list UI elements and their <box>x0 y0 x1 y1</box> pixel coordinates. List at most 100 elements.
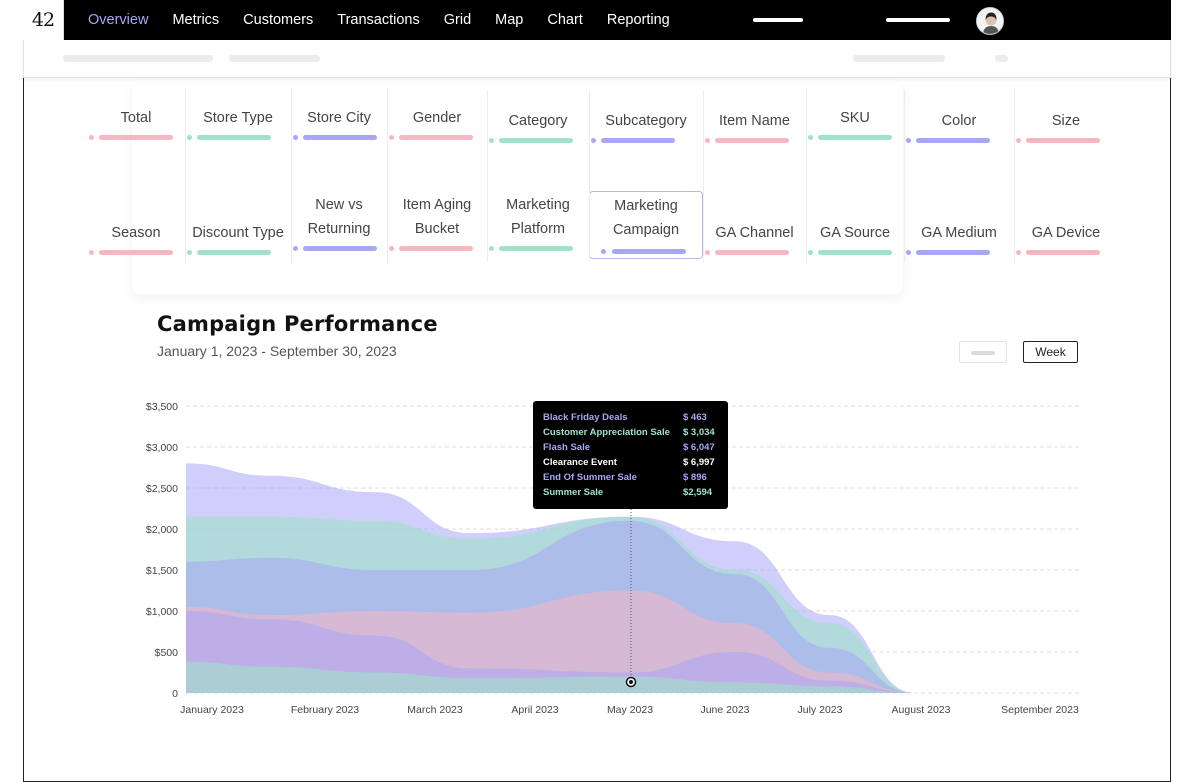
dimension-color-bar <box>197 135 271 140</box>
tooltip-row: Clearance Event $ 6,997 <box>543 455 728 470</box>
tooltip-row: Flash Sale $ 6,047 <box>543 440 728 455</box>
tooltip-series-value: $ 463 <box>683 412 707 423</box>
dimension-color-dot <box>906 138 911 143</box>
logo-text: 42 <box>31 9 55 31</box>
dimension-sku[interactable]: SKU <box>806 104 904 148</box>
dimension-label: Store City <box>307 110 371 126</box>
subheader-placeholder-3 <box>853 55 945 62</box>
tooltip-series-value: $ 3,034 <box>683 427 715 438</box>
nav-item-map[interactable]: Map <box>495 12 524 28</box>
dimension-total[interactable]: Total <box>87 104 185 148</box>
dimension-color-dot <box>489 138 494 143</box>
y-tick-label: $3,500 <box>146 401 178 413</box>
dimension-color-bar <box>1026 250 1100 255</box>
dimension-color-dot <box>187 250 192 255</box>
dimension-color-bar <box>99 250 173 255</box>
y-tick-label: 0 <box>172 688 178 700</box>
hover-marker-inner <box>629 680 633 684</box>
dimension-color-dot <box>808 250 813 255</box>
dimension-ga-channel[interactable]: GA Channel <box>703 218 806 263</box>
tooltip-series-name: Flash Sale <box>543 442 590 453</box>
dimension-gender[interactable]: Gender <box>387 104 487 148</box>
nav-item-grid[interactable]: Grid <box>443 12 472 28</box>
nav-item-overview[interactable]: Overview <box>88 12 149 28</box>
dimension-size[interactable]: Size <box>1014 107 1118 151</box>
nav-item-customers[interactable]: Customers <box>243 12 314 28</box>
dimension-marketing-campaign[interactable]: Marketing Campaign <box>589 191 703 259</box>
dimension-color-dot <box>89 135 94 140</box>
y-tick-label: $3,000 <box>146 442 178 454</box>
area-series-6 <box>186 661 1082 693</box>
dimension-color-bar <box>916 250 990 255</box>
tooltip-series-name: Customer Appreciation Sale <box>543 427 670 438</box>
dimension-ga-medium[interactable]: GA Medium <box>904 220 1014 263</box>
dimension-label: Marketing Platform <box>506 197 570 237</box>
nav-item-chart[interactable]: Chart <box>547 12 583 28</box>
dimension-marketing-platform[interactable]: Marketing Platform <box>487 191 589 259</box>
dimension-separator <box>185 90 186 262</box>
dimension-separator <box>487 90 488 262</box>
nav-item-reporting[interactable]: Reporting <box>606 12 670 28</box>
dimension-panel <box>132 84 903 294</box>
dimension-label: Marketing Campaign <box>612 198 680 238</box>
avatar-portrait-icon <box>977 8 1003 34</box>
dimension-separator <box>1014 90 1015 262</box>
x-tick-label: September 2023 <box>1001 704 1079 716</box>
dimension-label: Color <box>941 113 977 129</box>
chart-tooltip: Black Friday Deals $ 463 Customer Apprecia… <box>533 401 728 509</box>
dimension-label: Gender <box>412 110 462 126</box>
dimension-label: GA Source <box>819 225 891 241</box>
dimension-season[interactable]: Season <box>87 209 185 263</box>
tooltip-series-name: Clearance Event <box>543 457 617 468</box>
dimension-separator <box>589 90 590 262</box>
tooltip-series-value: $ 6,997 <box>683 457 715 468</box>
nav-item-transactions[interactable]: Transactions <box>337 12 420 28</box>
user-avatar[interactable] <box>976 7 1004 35</box>
chart-title: Campaign Performance <box>157 312 438 336</box>
dimension-store-city[interactable]: Store City <box>291 104 387 148</box>
dimension-label: New vs Returning <box>307 197 371 237</box>
dimension-item-name[interactable]: Item Name <box>703 107 806 151</box>
period-option-button[interactable] <box>959 341 1007 363</box>
dimension-new-vs-returning[interactable]: New vs Returning <box>291 191 387 259</box>
dimension-color-dot <box>705 138 710 143</box>
dimension-color-dot <box>293 246 298 251</box>
dimension-label: Category <box>508 113 568 129</box>
tooltip-series-value: $ 896 <box>683 472 707 483</box>
dimension-color-bar <box>197 250 271 255</box>
period-option-placeholder <box>971 351 995 355</box>
x-tick-label: February 2023 <box>291 704 359 716</box>
nav-placeholder-1 <box>753 18 803 22</box>
tooltip-row: Summer Sale $2,594 <box>543 485 728 500</box>
dimension-category[interactable]: Category <box>487 107 589 151</box>
dimension-label: GA Medium <box>921 225 997 241</box>
dimension-label: Total <box>120 110 152 126</box>
dimension-label: Item Aging Bucket <box>402 197 472 237</box>
area-series-5 <box>186 611 1082 693</box>
tooltip-series-name: Summer Sale <box>543 487 604 498</box>
nav-item-metrics[interactable]: Metrics <box>172 12 220 28</box>
y-tick-label: $2,500 <box>146 483 178 495</box>
dimension-label: GA Channel <box>715 225 794 241</box>
dimension-color-dot <box>1016 250 1021 255</box>
sub-header <box>23 40 1171 78</box>
dimension-label: Item Name <box>719 113 790 129</box>
dimension-color-dot <box>591 138 596 143</box>
dimension-ga-device[interactable]: GA Device <box>1014 220 1118 263</box>
week-button[interactable]: Week <box>1023 341 1078 363</box>
dimension-color-bar <box>612 249 686 254</box>
dimension-color-bar <box>303 135 377 140</box>
logo[interactable]: 42 <box>23 0 64 40</box>
dimension-item-aging-bucket[interactable]: Item Aging Bucket <box>387 191 487 259</box>
dimension-store-type[interactable]: Store Type <box>185 104 291 148</box>
y-tick-label: $1,000 <box>146 606 178 618</box>
nav-items: Overview Metrics Customers Transactions Grid… <box>88 0 694 40</box>
dimension-ga-source[interactable]: GA Source <box>806 218 904 263</box>
dimension-color-dot <box>389 135 394 140</box>
dimension-discount-type[interactable]: Discount Type <box>185 209 291 263</box>
dimension-color-bar <box>499 246 573 251</box>
dimension-color-bar <box>818 135 892 140</box>
dimension-subcategory[interactable]: Subcategory <box>589 107 703 151</box>
dimension-color[interactable]: Color <box>904 107 1014 151</box>
dimension-label: SKU <box>840 110 870 126</box>
